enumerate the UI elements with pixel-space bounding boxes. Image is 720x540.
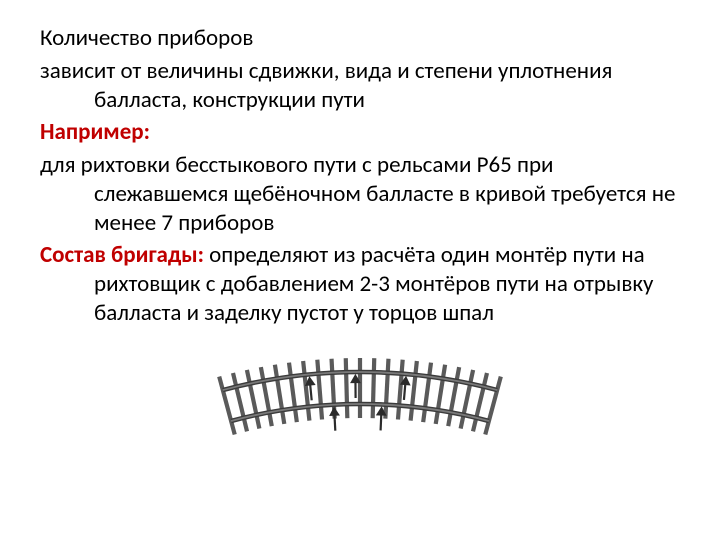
slide: Количество приборов зависит от величины … bbox=[0, 0, 720, 540]
paragraph-4: для рихтовки бесстыкового пути с рельсам… bbox=[40, 151, 680, 237]
track-diagram-svg bbox=[210, 342, 510, 462]
track-figure bbox=[40, 342, 680, 462]
paragraph-5: Состав бригады: определяют из расчёта од… bbox=[40, 241, 680, 327]
paragraph-2: зависит от величины сдвижки, вида и степ… bbox=[40, 57, 680, 115]
paragraph-example-label: Например: bbox=[40, 118, 680, 147]
paragraph-1: Количество приборов bbox=[40, 24, 680, 53]
crew-label: Состав бригады: bbox=[40, 241, 204, 269]
